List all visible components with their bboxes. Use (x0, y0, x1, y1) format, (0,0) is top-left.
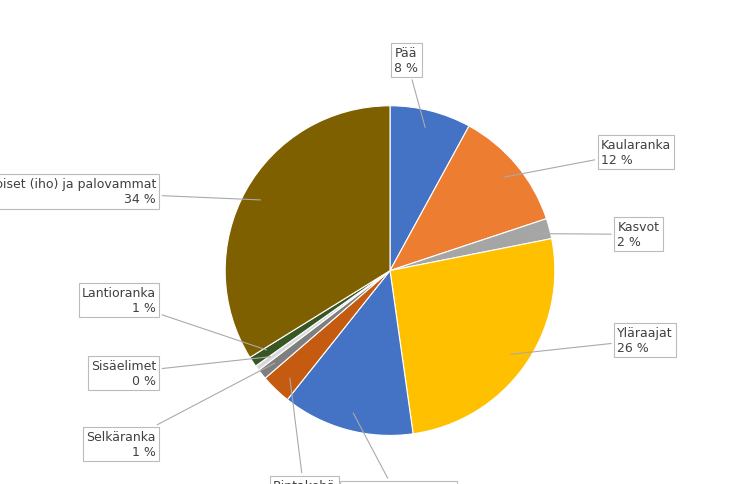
Text: Ulkoiset (iho) ja palovammat
34 %: Ulkoiset (iho) ja palovammat 34 % (0, 178, 260, 206)
Text: Pää
8 %: Pää 8 % (394, 46, 425, 128)
Text: Yläraajat
26 %: Yläraajat 26 % (511, 326, 673, 355)
Wedge shape (390, 219, 552, 271)
Text: Alaraajat ja lantio
13 %: Alaraajat ja lantio 13 % (343, 413, 454, 484)
Text: Sisäelimet
0 %: Sisäelimet 0 % (91, 357, 270, 387)
Wedge shape (266, 271, 390, 400)
Wedge shape (256, 271, 390, 370)
Wedge shape (259, 271, 390, 378)
Text: Rintakehä
3 %: Rintakehä 3 % (273, 378, 336, 484)
Wedge shape (390, 106, 469, 271)
Text: Kaularanka
12 %: Kaularanka 12 % (504, 138, 671, 178)
Wedge shape (287, 271, 413, 436)
Wedge shape (390, 127, 547, 271)
Wedge shape (225, 106, 390, 358)
Text: Lantioranka
1 %: Lantioranka 1 % (82, 287, 266, 350)
Wedge shape (250, 271, 390, 366)
Wedge shape (390, 239, 555, 434)
Text: Selkäranka
1 %: Selkäranka 1 % (86, 363, 274, 458)
Text: Kasvot
2 %: Kasvot 2 % (533, 221, 659, 249)
